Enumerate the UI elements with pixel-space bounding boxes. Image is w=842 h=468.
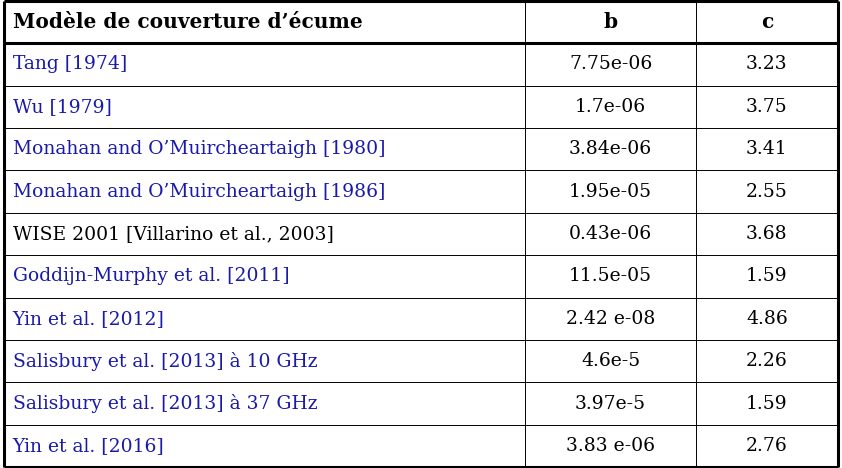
- Text: Yin et al. [2016]: Yin et al. [2016]: [13, 437, 164, 455]
- Text: 2.42 e-08: 2.42 e-08: [566, 310, 655, 328]
- Text: 2.55: 2.55: [746, 183, 788, 201]
- Text: 4.86: 4.86: [746, 310, 788, 328]
- Text: 1.95e-05: 1.95e-05: [569, 183, 653, 201]
- Text: Modèle de couverture d’écume: Modèle de couverture d’écume: [13, 12, 362, 32]
- Text: 11.5e-05: 11.5e-05: [569, 267, 653, 285]
- Text: 1.59: 1.59: [746, 267, 788, 285]
- Text: WISE 2001 [Villarino et al., 2003]: WISE 2001 [Villarino et al., 2003]: [13, 225, 333, 243]
- Text: 3.97e-5: 3.97e-5: [575, 395, 646, 412]
- Text: c: c: [761, 12, 773, 32]
- Text: 3.75: 3.75: [746, 98, 788, 116]
- Text: Tang [1974]: Tang [1974]: [13, 56, 127, 73]
- Text: Monahan and O’Muircheartaigh [1986]: Monahan and O’Muircheartaigh [1986]: [13, 183, 385, 201]
- Text: 1.7e-06: 1.7e-06: [575, 98, 646, 116]
- Text: Salisbury et al. [2013] à 37 GHz: Salisbury et al. [2013] à 37 GHz: [13, 394, 317, 413]
- Text: 3.41: 3.41: [746, 140, 788, 158]
- Text: Wu [1979]: Wu [1979]: [13, 98, 111, 116]
- Text: 2.76: 2.76: [746, 437, 788, 455]
- Text: Goddijn-Murphy et al. [2011]: Goddijn-Murphy et al. [2011]: [13, 267, 290, 285]
- Text: Salisbury et al. [2013] à 10 GHz: Salisbury et al. [2013] à 10 GHz: [13, 351, 317, 371]
- Text: b: b: [604, 12, 618, 32]
- Text: 7.75e-06: 7.75e-06: [569, 56, 653, 73]
- Text: 3.23: 3.23: [746, 56, 788, 73]
- Text: 1.59: 1.59: [746, 395, 788, 412]
- Text: 3.84e-06: 3.84e-06: [569, 140, 653, 158]
- Text: Yin et al. [2012]: Yin et al. [2012]: [13, 310, 164, 328]
- Text: 4.6e-5: 4.6e-5: [581, 352, 640, 370]
- Text: 2.26: 2.26: [746, 352, 788, 370]
- Text: 3.83 e-06: 3.83 e-06: [566, 437, 655, 455]
- Text: Monahan and O’Muircheartaigh [1980]: Monahan and O’Muircheartaigh [1980]: [13, 140, 385, 158]
- Text: 0.43e-06: 0.43e-06: [569, 225, 653, 243]
- Text: 3.68: 3.68: [746, 225, 788, 243]
